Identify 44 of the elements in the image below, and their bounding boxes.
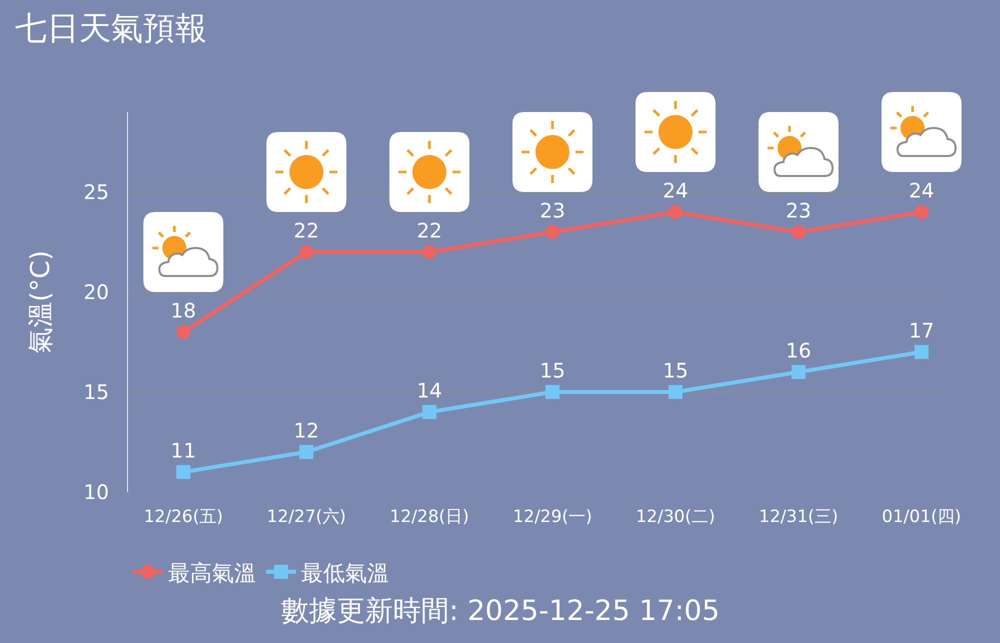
point [299,445,314,459]
y-tick-label: 10 [84,480,109,504]
data-label: 24 [662,178,688,202]
point [668,385,682,399]
data-label: 23 [540,198,566,222]
data-label: 16 [786,338,812,362]
y-tick-label: 15 [84,380,109,404]
y-tick-label: 25 [84,180,109,204]
point [545,225,560,239]
x-tick-label: 12/26(五) [144,507,223,527]
data-label: 12 [294,418,320,442]
data-label: 18 [170,298,196,322]
chart-title: 七日天氣預報 [15,9,207,48]
text: 數據更新時間: 2025-12-25 17:05 [281,594,720,627]
data-label: 24 [908,178,934,202]
data-label: 22 [294,218,320,242]
point [668,205,682,219]
y-axis-title: 氣溫(°C) [26,250,56,354]
data-label: 11 [170,438,196,462]
data-label: 14 [416,378,442,402]
data-label: 15 [540,358,566,382]
legend-label: 最低氣溫 [301,561,389,586]
point [914,205,929,219]
point [792,365,806,379]
point [422,245,436,259]
x-tick-label: 12/28(日) [390,507,470,527]
point [176,325,190,339]
point [914,345,929,359]
x-tick-label: 12/30(二) [636,507,716,527]
point [299,245,314,259]
point [422,405,436,419]
data-label: 17 [908,318,934,342]
data-label: 22 [416,218,442,242]
data-label: 15 [662,358,688,382]
legend-label: 最高氣溫 [168,561,256,586]
x-tick-label: 12/27(六) [266,507,346,527]
point [545,385,560,399]
point [176,465,190,479]
x-tick-label: 12/29(一) [512,507,592,527]
x-tick-label: 12/31(三) [758,507,838,527]
point [792,225,806,239]
y-tick-label: 20 [84,280,109,304]
x-tick-label: 01/01(四) [882,507,962,527]
data-label: 23 [786,198,812,222]
